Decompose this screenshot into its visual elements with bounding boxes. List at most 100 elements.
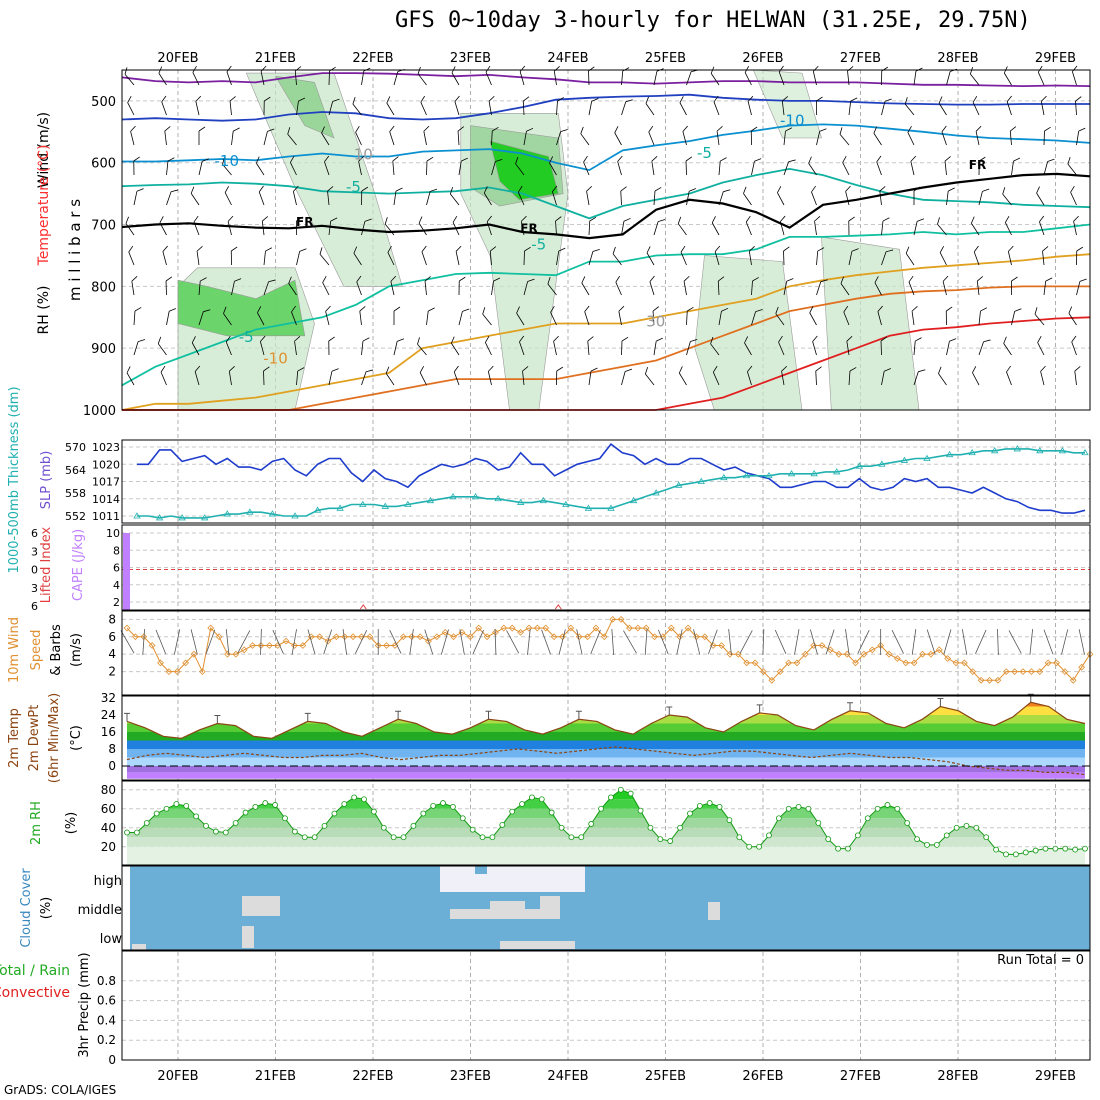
thickness-marker xyxy=(539,496,547,504)
wind-barb-flag xyxy=(1003,336,1007,344)
wind-barb-flag xyxy=(222,157,225,165)
wind-barb xyxy=(881,98,892,116)
cape-axis-label: CAPE (J/kg) xyxy=(71,529,86,601)
wind-barb-flag xyxy=(198,126,206,132)
wind-barb-staff xyxy=(710,343,720,356)
wind-speed-marker xyxy=(626,624,633,632)
wind-barb-flag xyxy=(519,65,526,72)
wind-barb-flag xyxy=(1067,156,1071,165)
wind-barb-flag xyxy=(193,215,199,223)
temp2m-units-label: (°C) xyxy=(69,725,84,751)
wind-barb-flag xyxy=(1042,246,1049,252)
wind-barb-staff xyxy=(777,192,785,206)
wind-barb xyxy=(523,278,535,296)
li-tick-label: 0 xyxy=(31,564,38,577)
rh2m-marker xyxy=(459,815,466,822)
thickness-marker xyxy=(697,477,705,484)
wind-barb xyxy=(450,186,460,206)
wind-barb-flag xyxy=(267,128,275,132)
wind-barb-flag xyxy=(225,335,231,343)
wind-barb-flag xyxy=(918,369,926,373)
contour-label: FR xyxy=(969,158,986,172)
wind-speed-marker xyxy=(776,668,784,675)
wind-barb-staff xyxy=(1007,251,1012,266)
wind-barb-flag xyxy=(623,217,631,222)
contour-label: -5 xyxy=(697,144,712,162)
upper-air-panel: 500 600 700 800 900 1000 -10 -10 -5 -5 -5 -5 -10 FR FR… xyxy=(83,65,1091,419)
wind-barb-staff xyxy=(325,311,330,326)
rh2m-marker xyxy=(420,810,427,817)
wind10m-barb xyxy=(708,629,718,655)
wind-barb-staff xyxy=(553,341,557,356)
wind-barb-staff xyxy=(714,251,720,266)
wind-barb-flag xyxy=(621,336,629,342)
isotherm-FR xyxy=(121,172,1091,240)
wind-barb xyxy=(881,249,894,266)
wind-barb-flag xyxy=(167,157,175,162)
wind-speed-marker xyxy=(1011,668,1019,675)
wind-barb xyxy=(978,307,988,326)
wind-barb xyxy=(523,246,531,266)
date-label-top: 29FEB xyxy=(1035,51,1076,66)
wind-barb-staff xyxy=(939,252,947,266)
wind-barb-flag xyxy=(1011,276,1018,282)
wind-barb-flag xyxy=(549,156,554,164)
wind-barb-flag xyxy=(937,217,940,225)
wind10m-barb xyxy=(943,629,952,655)
temp-minmax-bar xyxy=(847,702,854,711)
temp-band xyxy=(127,740,1085,749)
wind-barb-flag xyxy=(482,307,486,315)
wind-speed-marker xyxy=(1069,676,1077,684)
wind-speed-marker xyxy=(349,633,357,641)
wind-barb xyxy=(223,306,232,326)
wind-barb-staff xyxy=(748,251,752,266)
wind-barb-flag xyxy=(493,277,501,282)
wind-speed-marker xyxy=(483,633,491,641)
rh2m-marker xyxy=(1042,845,1049,852)
wind-barb xyxy=(880,336,888,356)
wind-barb-staff xyxy=(133,311,136,326)
wind-barb xyxy=(227,215,234,236)
rh2m-marker xyxy=(766,832,772,839)
wind-barb-flag xyxy=(233,127,240,132)
wind-barb-staff xyxy=(125,223,135,236)
wind-speed-marker xyxy=(508,624,516,632)
wind-barb xyxy=(261,216,269,236)
wind-barb-staff xyxy=(649,281,655,296)
wind-barb-staff xyxy=(881,251,887,266)
wind-barb xyxy=(777,186,785,206)
wind-barb xyxy=(848,248,859,266)
wind-barb-staff xyxy=(588,220,591,236)
rh2m-marker xyxy=(874,805,881,812)
wind-barb-flag xyxy=(972,366,977,373)
wind-barb xyxy=(291,305,297,326)
wind-barb-staff xyxy=(517,192,525,206)
wind-barb-staff xyxy=(160,371,167,386)
wind-barb xyxy=(588,216,597,236)
wind-barb-flag xyxy=(231,246,238,252)
pressure-tick-label: 800 xyxy=(91,280,116,295)
wind-barb-staff xyxy=(975,131,980,146)
wind-barb-flag xyxy=(1037,336,1042,343)
wind-barb-staff xyxy=(645,373,655,386)
wind-speed-marker xyxy=(852,659,859,667)
wind-barb xyxy=(327,186,334,206)
wind-barb-flag xyxy=(752,277,759,282)
wind-barb xyxy=(424,276,431,296)
wind-barb-flag xyxy=(645,366,649,375)
wind-barb-flag xyxy=(938,366,942,374)
series-line-thickness xyxy=(137,448,1085,519)
rh2m-marker xyxy=(163,805,170,812)
wind-barb-staff xyxy=(621,371,626,386)
isotherm--10 xyxy=(122,123,1091,172)
wind-barb xyxy=(523,127,534,146)
wind-barb-flag xyxy=(392,156,399,162)
wind-barb-flag xyxy=(716,126,723,132)
wind-barb-staff xyxy=(620,190,622,206)
date-label-bottom: 27FEB xyxy=(840,1069,881,1084)
wind-axis-label: Wind (m/s) xyxy=(36,112,52,188)
wind-barb-flag xyxy=(159,216,164,223)
wind-barb-staff xyxy=(652,311,655,326)
wind10m-barb xyxy=(1043,629,1054,655)
wind-speed-marker xyxy=(567,624,575,632)
